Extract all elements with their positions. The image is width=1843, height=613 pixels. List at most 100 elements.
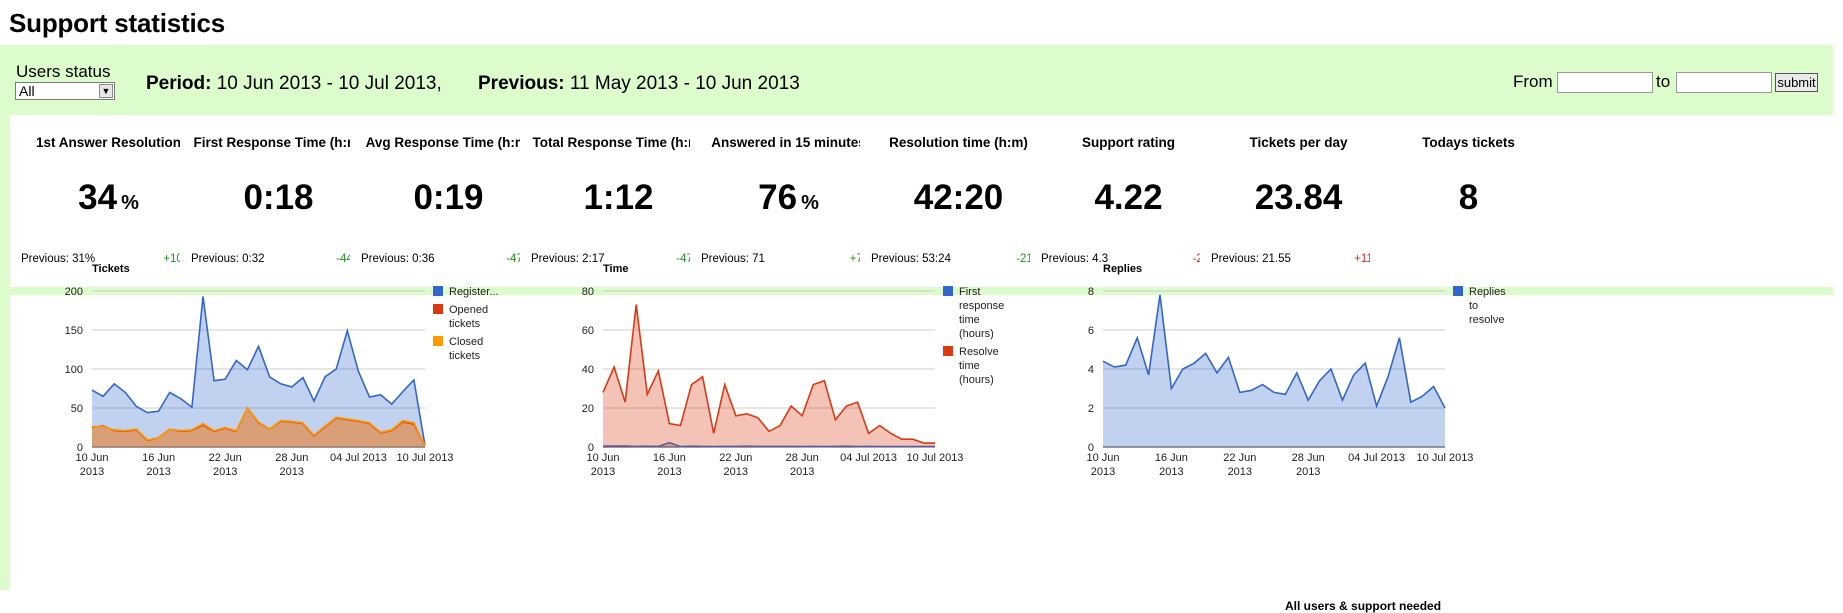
stat-value: 0:18	[180, 178, 377, 218]
series-area	[1103, 294, 1445, 447]
stat-value: 4.22	[1030, 178, 1227, 218]
series-area	[92, 408, 425, 447]
series-area	[603, 304, 935, 447]
stat-unit: %	[121, 192, 139, 214]
series-area	[92, 296, 425, 447]
x-tick-label: 2013	[1296, 466, 1320, 478]
page-title: Support statistics	[9, 8, 225, 38]
time-chart-svg: Time 0 20 40 60 80 10 Jun 2013 16 Jun 2013 22 Jun 2…	[582, 263, 1005, 478]
legend-label: Resolve	[959, 346, 999, 358]
stat-number: 0:18	[243, 178, 314, 217]
stat-unit: %	[801, 192, 819, 214]
legend-label: time	[959, 314, 980, 326]
stat-number: 23.84	[1254, 178, 1343, 217]
series-line	[91, 296, 426, 446]
chart-title: Time	[603, 263, 628, 275]
stat-label: First Response Time (h:m)	[193, 135, 364, 150]
y-tick-label: 60	[582, 325, 594, 337]
chevron-down-icon[interactable]: ▼	[99, 84, 113, 98]
y-tick-label: 20	[582, 403, 594, 415]
stat-number: 34	[78, 178, 118, 217]
stat-label: Tickets per day	[1249, 135, 1348, 150]
legend-label: Closed	[449, 336, 483, 348]
users-status-select[interactable]: All ▼	[15, 82, 115, 100]
legend-label: (hours)	[959, 374, 994, 386]
stat-value: 23.84	[1200, 178, 1397, 218]
x-tick-label: 10 Jun	[75, 452, 108, 464]
stat-number: 4.22	[1094, 178, 1163, 217]
x-tick-label: 2013	[591, 466, 615, 478]
stat-number: 42:20	[913, 178, 1004, 217]
chart-title: Tickets	[92, 263, 130, 275]
series-line	[92, 406, 426, 446]
period-label: Period:	[146, 73, 212, 94]
stat-previous: Previous: 4.3	[1041, 253, 1109, 265]
stat-number: 76	[758, 178, 798, 217]
y-tick-label: 40	[582, 364, 594, 376]
to-date-input[interactable]	[1676, 72, 1772, 93]
stat-avg-response-time: Avg Response Time (h:m) 0:19 Previous: 0…	[350, 115, 551, 287]
stat-previous: Previous: 2:17	[531, 253, 605, 265]
tickets-chart-svg: Tickets 0 50 100 150 200 10 Jun 2013 16 Jun 2013 2…	[65, 263, 499, 478]
chart-title: Replies	[1103, 263, 1142, 275]
stat-label: Resolution time (h:m)	[889, 135, 1028, 150]
stat-first-answer-resolution: 1st Answer Resolution 34% Previous: 31% …	[10, 115, 211, 287]
stat-previous: Previous: 0:36	[361, 253, 435, 265]
x-tick-label: 28 Jun	[275, 452, 308, 464]
legend-label: First	[959, 286, 980, 298]
legend-swatch	[433, 286, 443, 296]
y-tick-label: 0	[588, 442, 594, 454]
legend-label: response	[959, 300, 1004, 312]
series-line	[602, 441, 935, 448]
users-status-label: Users status	[16, 62, 111, 81]
x-tick-label: 10 Jul 2013	[1417, 452, 1474, 464]
stat-previous: Previous: 71	[701, 253, 765, 265]
time-chart: Time 0 20 40 60 80 10 Jun 2013 16 Jun 2013 22 Jun 2…	[582, 263, 1220, 565]
y-tick-label: 2	[1088, 403, 1094, 415]
users-status-value: All	[19, 83, 35, 99]
stat-todays-tickets: Todays tickets 8	[1370, 115, 1571, 287]
x-tick-label: 2013	[213, 466, 237, 478]
series-line	[602, 304, 935, 444]
to-label: to	[1656, 72, 1671, 91]
x-tick-label: 2013	[657, 466, 681, 478]
x-tick-label: 28 Jun	[1292, 452, 1325, 464]
submit-button[interactable]: submit	[1775, 73, 1818, 92]
footer-note: All users & support needed	[1285, 599, 1442, 613]
x-tick-label: 04 Jul 2013	[840, 452, 897, 464]
x-tick-label: 2013	[724, 466, 748, 478]
stat-previous: Previous: 53:24	[871, 253, 951, 265]
stat-label: Avg Response Time (h:m)	[365, 135, 532, 150]
legend-label: tickets	[449, 318, 481, 330]
series-area	[92, 408, 425, 447]
x-tick-label: 2013	[1228, 466, 1252, 478]
y-tick-label: 4	[1088, 364, 1094, 376]
x-tick-label: 04 Jul 2013	[330, 452, 387, 464]
previous-value: 11 May 2013 - 10 Jun 2013	[569, 73, 800, 94]
legend-label: Register...	[449, 286, 499, 298]
x-tick-label: 2013	[1159, 466, 1183, 478]
from-label: From	[1513, 72, 1553, 91]
legend-label: (hours)	[959, 328, 994, 340]
stat-previous: Previous: 0:32	[191, 253, 265, 265]
y-tick-label: 100	[65, 364, 83, 376]
legend-swatch	[433, 304, 443, 314]
x-tick-label: 22 Jun	[719, 452, 752, 464]
stat-value: 0:19	[350, 178, 547, 218]
previous-label: Previous:	[478, 73, 565, 94]
legend-label: time	[959, 360, 980, 372]
stat-support-rating: Support rating 4.22 Previous: 4.3 -2%	[1030, 115, 1231, 287]
previous-summary: Previous: 11 May 2013 - 10 Jun 2013	[478, 73, 800, 95]
stat-answered-in-15-minutes: Answered in 15 minutes 76% Previous: 71 …	[690, 115, 891, 287]
x-tick-label: 2013	[80, 466, 104, 478]
legend-label: resolve	[1469, 314, 1504, 326]
stat-value: 34%	[10, 178, 207, 218]
y-tick-label: 50	[71, 403, 83, 415]
period-summary: Period: 10 Jun 2013 - 10 Jul 2013,	[146, 73, 442, 95]
y-tick-label: 150	[65, 325, 83, 337]
y-tick-label: 0	[77, 442, 83, 454]
x-tick-label: 10 Jun	[586, 452, 619, 464]
from-date-input[interactable]	[1557, 72, 1653, 93]
legend-swatch	[1453, 286, 1463, 296]
stat-previous: Previous: 31%	[21, 253, 96, 265]
